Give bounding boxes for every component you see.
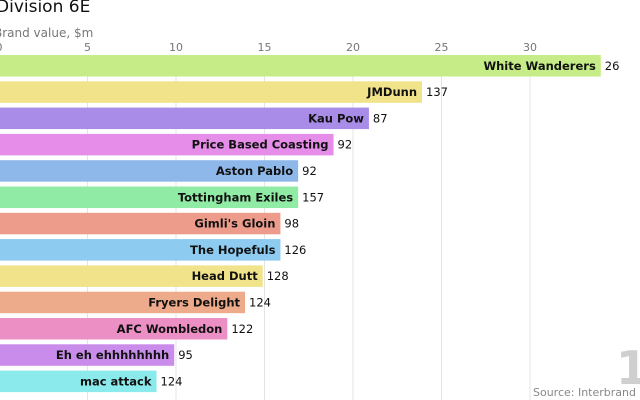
bar [0, 239, 281, 261]
bar-category-label: Tottingham Exiles [178, 190, 293, 204]
bar-category-label: Kau Pow [308, 111, 364, 125]
bar-category-label: mac attack [80, 374, 152, 388]
bar [0, 81, 423, 103]
chart-subtitle: Brand value, $m [0, 26, 94, 40]
x-tick-label: 30 [523, 41, 537, 54]
bar-value-label: 126 [284, 243, 306, 257]
x-tick-label: 10 [169, 41, 183, 54]
x-tick-label: 0 [0, 41, 3, 54]
bar-category-label: AFC Wombledon [117, 322, 223, 336]
bar-category-label: Head Dutt [192, 269, 259, 283]
bar-category-label: Price Based Coasting [192, 138, 329, 152]
x-tick-label: 25 [435, 41, 449, 54]
bar-value-label: 124 [249, 295, 271, 309]
bar-category-label: Gimli's Gloin [194, 217, 275, 231]
bar-value-label: 137 [426, 85, 448, 99]
bar [0, 133, 334, 156]
bar-value-label: 98 [284, 217, 299, 231]
bar-value-label: 128 [267, 269, 289, 283]
bar-category-label: JMDunn [366, 85, 417, 99]
bar [0, 212, 281, 235]
bar-value-label: 92 [302, 164, 317, 178]
bar-category-label: Eh eh ehhhhhhhh [56, 348, 169, 362]
bar [0, 186, 299, 208]
bar-category-label: White Wanderers [483, 59, 596, 73]
bar-value-label: 122 [231, 322, 253, 336]
bar-value-label: 87 [373, 111, 388, 125]
bar [0, 291, 246, 314]
bar [0, 370, 157, 393]
chart-title: Division 6E [0, 0, 91, 17]
bar-category-label: Fryers Delight [148, 295, 240, 309]
x-tick-label: 15 [258, 41, 272, 54]
bar-value-label: 95 [178, 348, 193, 362]
bar-category-label: The Hopefuls [190, 243, 276, 257]
bar [0, 107, 369, 130]
bar [0, 160, 299, 182]
source-note: Source: Interbrand [532, 386, 636, 399]
period-watermark: 1 [616, 341, 640, 395]
bar-value-label: 124 [161, 374, 183, 388]
bar-category-label: Aston Pablo [216, 164, 293, 178]
bar [0, 55, 601, 77]
x-tick-label: 20 [346, 41, 360, 54]
bar [0, 344, 175, 366]
bar-value-label: 157 [302, 190, 324, 204]
bar [0, 318, 228, 340]
x-tick-label: 5 [84, 41, 91, 54]
bar [0, 265, 263, 287]
bar-value-label: 26 [605, 59, 620, 73]
bar-value-label: 92 [338, 138, 353, 152]
